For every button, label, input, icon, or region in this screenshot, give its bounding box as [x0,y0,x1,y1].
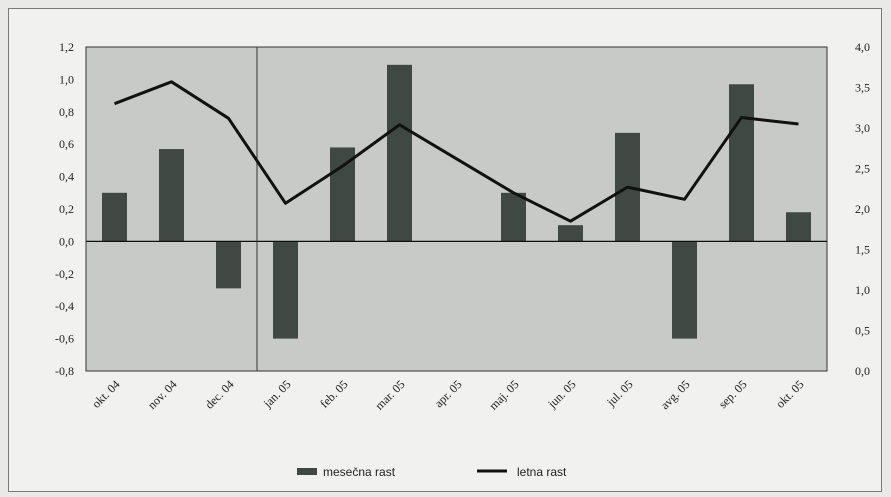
chart-frame: 1,2 1,0 0,8 0,6 0,4 0,2 0,0 -0,2 -0,4 -0,6 -0,8 4,… [8,8,882,492]
x-tick-label: apr. 05 [432,377,465,410]
left-tick-label: 0,2 [59,202,74,216]
bar-4 [330,147,355,242]
left-tick-label: -0,2 [55,267,74,281]
x-tick-label: jan. 05 [260,377,294,411]
x-tick-label: feb. 05 [317,377,350,410]
legend-bar-swatch [297,468,317,475]
right-tick-label: 4,0 [855,40,870,54]
bars-group [102,64,811,339]
left-axis-ticks: 1,2 1,0 0,8 0,6 0,4 0,2 0,0 -0,2 -0,4 -0,6 -0,8 [55,40,74,378]
right-tick-label: 3,5 [855,81,870,95]
right-tick-label: 2,5 [855,162,870,176]
x-tick-label: jun. 05 [544,377,578,411]
x-axis-ticks: okt. 04 nov. 04 dec. 04 jan. 05 feb. 05 mar. … [89,377,806,412]
bar-1 [159,149,184,242]
left-tick-label: -0,6 [55,332,74,346]
bar-10 [672,241,697,339]
left-tick-label: -0,8 [55,364,74,378]
x-tick-label: jul. 05 [603,377,635,409]
right-tick-label: 0,5 [855,324,870,338]
bar-5 [387,64,412,242]
chart: 1,2 1,0 0,8 0,6 0,4 0,2 0,0 -0,2 -0,4 -0,6 -0,8 4,… [55,40,870,479]
left-tick-label: 0,6 [59,137,74,151]
legend-bar-label: mesečna rast [323,465,396,479]
left-tick-label: 0,4 [59,170,74,184]
legend: mesečna rast letna rast [297,465,567,479]
bar-11 [729,84,754,242]
x-tick-label: avg. 05 [658,377,693,412]
x-tick-label: maj. 05 [486,377,521,412]
line-series-letna-rast [113,80,799,223]
plot-area [85,46,828,372]
bar-8 [558,225,583,242]
x-tick-label: okt. 05 [773,377,806,410]
right-tick-label: 1,5 [855,243,870,257]
right-tick-label: 0,0 [855,364,870,378]
left-tick-label: 0,8 [59,105,74,119]
right-tick-label: 3,0 [855,121,870,135]
x-tick-label: sep. 05 [716,377,750,411]
right-tick-label: 2,0 [855,202,870,216]
x-tick-label: nov. 04 [145,377,180,412]
bar-7 [501,192,526,242]
left-tick-label: 1,0 [59,72,74,86]
left-tick-label: 0,0 [59,234,74,248]
bar-2 [216,241,241,289]
right-axis-ticks: 4,0 3,5 3,0 2,5 2,0 1,5 1,0 0,5 0,0 [855,40,870,378]
left-tick-label: 1,2 [59,40,74,54]
right-tick-label: 1,0 [855,283,870,297]
bar-0 [102,192,127,242]
x-tick-label: mar. 05 [372,377,407,412]
left-tick-label: -0,4 [55,299,74,313]
bar-3 [273,241,298,339]
x-tick-label: okt. 04 [89,377,122,410]
bar-12 [786,212,811,242]
x-tick-label: dec. 04 [202,377,236,411]
legend-line-label: letna rast [517,465,567,479]
